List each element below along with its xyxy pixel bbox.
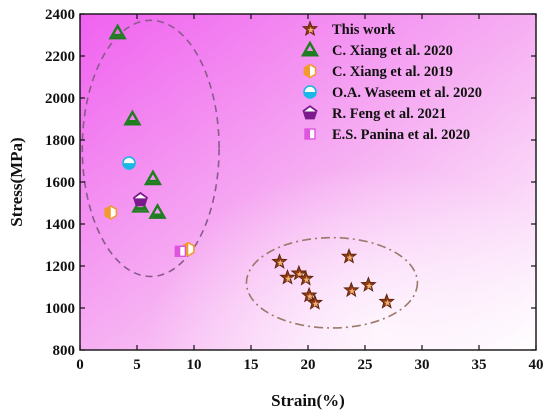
data-point-star (340, 247, 358, 264)
marker-triangle-shape (148, 203, 167, 219)
y-tick-label: 1000 (45, 301, 75, 317)
legend: This work C. Xiang et al. 2020 C. Xiang et… (300, 20, 482, 143)
data-point-triangle (123, 109, 142, 126)
x-tick-label: 0 (76, 357, 84, 373)
y-tick-label: 1800 (45, 133, 75, 149)
legend-label: R. Feng et al. 2021 (332, 106, 446, 122)
marker-triangle-half-fill (305, 51, 315, 54)
legend-label: C. Xiang et al. 2020 (332, 43, 453, 59)
cluster-ellipse-1 (81, 19, 220, 278)
y-tick-label: 1200 (45, 259, 75, 275)
legend-label: C. Xiang et al. 2019 (332, 64, 453, 80)
marker-pentagon-half-fill (134, 198, 147, 206)
y-tick-label: 2000 (45, 91, 75, 107)
y-tick-label: 2400 (45, 7, 75, 23)
x-tick-label: 20 (301, 357, 316, 373)
marker-pentagon-half-fill (303, 111, 317, 119)
marker-star-highlight (307, 26, 315, 33)
marker-triangle-half-fill (127, 120, 138, 123)
marker-star-highlight (346, 254, 354, 261)
x-tick-label: 15 (244, 357, 259, 373)
x-tick-label: 40 (529, 357, 544, 373)
marker-triangle-shape (123, 109, 142, 126)
cluster-ellipse-2 (245, 236, 419, 329)
data-point-star (306, 294, 324, 310)
marker-star-shape (271, 253, 288, 269)
data-point-star (360, 276, 377, 292)
data-points (104, 23, 395, 310)
axes: 0 5 10 15 20 25 30 35 40 800 1000 1200 1400 1600 1800 2… (45, 7, 544, 373)
data-point-star (343, 281, 360, 298)
marker-triangle-half-fill (148, 179, 158, 183)
marker-triangle-shape (108, 23, 127, 40)
data-point-star (297, 269, 314, 286)
data-point-star (378, 293, 395, 309)
data-point-star (300, 286, 318, 303)
marker-square-half-fill (305, 129, 310, 139)
data-point-hexagon (104, 205, 118, 220)
data-point-triangle (148, 203, 167, 219)
legend-marker-star (301, 20, 319, 37)
marker-star-shape (301, 20, 319, 37)
y-tick-label: 1400 (45, 217, 75, 233)
x-tick-label: 5 (133, 357, 141, 373)
data-point-circle (122, 156, 136, 170)
legend-label: This work (332, 22, 396, 38)
x-tick-label: 35 (472, 357, 487, 373)
marker-hexagon-half-fill (304, 64, 310, 78)
marker-hexagon-half-fill (105, 205, 111, 219)
marker-star-highlight (306, 293, 314, 300)
legend-marker-pentagon (302, 105, 318, 120)
marker-circle-half-fill (304, 92, 316, 98)
marker-star-shape (378, 293, 395, 309)
x-tick-label: 25 (358, 357, 373, 373)
x-axis-title: Strain(%) (271, 391, 345, 410)
x-tick-label: 30 (415, 357, 430, 373)
marker-triangle-half-fill (152, 213, 163, 217)
marker-star-highlight (296, 271, 303, 278)
legend-label: E.S. Panina et al. 2020 (332, 127, 470, 143)
marker-circle-half-fill (123, 163, 136, 170)
marker-triangle-half-fill (135, 207, 146, 211)
data-point-triangle (143, 169, 163, 186)
y-axis-title: Stress(MPa) (7, 137, 26, 226)
marker-triangle-half-fill (113, 33, 123, 37)
marker-star-highlight (285, 275, 292, 282)
marker-star-highlight (303, 276, 310, 283)
data-point-star (279, 268, 296, 285)
x-tick-label: 10 (187, 357, 202, 373)
marker-triangle-shape (300, 40, 320, 57)
marker-star-shape (279, 268, 296, 285)
data-point-triangle (108, 23, 127, 40)
y-tick-label: 800 (53, 343, 76, 359)
marker-square-half-fill (175, 246, 181, 257)
data-point-square (174, 245, 187, 258)
legend-label: O.A. Waseem et al. 2020 (332, 85, 482, 101)
cluster-ellipses (81, 19, 419, 329)
y-tick-label: 2200 (45, 49, 75, 65)
legend-marker-hexagon (303, 63, 317, 79)
y-tick-label: 1600 (45, 175, 75, 191)
legend-marker-circle (303, 85, 317, 99)
data-point-star (271, 253, 288, 269)
data-point-pentagon (132, 191, 148, 207)
marker-star-highlight (365, 282, 373, 289)
marker-star-highlight (384, 299, 391, 306)
marker-star-highlight (348, 287, 356, 295)
legend-marker-square (304, 128, 316, 140)
marker-star-highlight (277, 259, 284, 266)
marker-triangle-shape (143, 169, 163, 186)
legend-marker-triangle (300, 40, 320, 57)
marker-star-highlight (312, 300, 319, 307)
